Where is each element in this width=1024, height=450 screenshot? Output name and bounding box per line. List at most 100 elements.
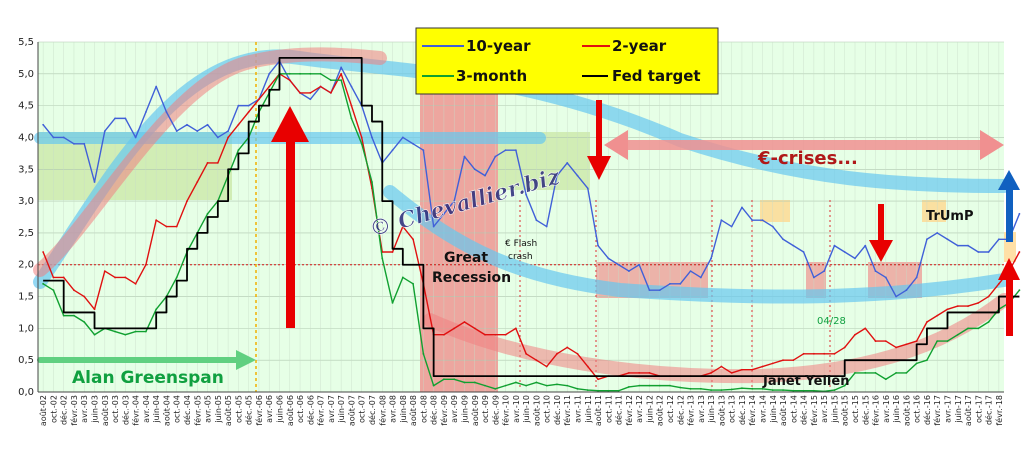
data-point-three-month bbox=[62, 314, 65, 317]
data-point-two-year bbox=[237, 123, 240, 126]
data-point-two-year bbox=[812, 352, 815, 355]
data-point-three-month bbox=[155, 308, 158, 311]
x-tick-label: févr.-16 bbox=[871, 395, 881, 426]
data-point-three-month bbox=[792, 389, 795, 392]
data-point-three-month bbox=[1018, 289, 1021, 292]
data-point-ten-year bbox=[350, 85, 353, 88]
x-tick-label: févr.-06 bbox=[254, 395, 264, 426]
data-point-ten-year bbox=[782, 238, 784, 241]
data-point-three-month bbox=[710, 389, 713, 391]
red-up-arrow-head bbox=[998, 258, 1020, 280]
data-point-two-year bbox=[155, 219, 158, 222]
data-point-ten-year bbox=[926, 238, 928, 241]
x-tick-label: avr.-15 bbox=[820, 395, 829, 423]
data-point-ten-year bbox=[812, 276, 815, 279]
x-tick-label: oct.-06 bbox=[296, 395, 305, 423]
data-point-two-year bbox=[771, 362, 774, 365]
data-point-ten-year bbox=[535, 219, 538, 222]
data-point-two-year bbox=[42, 251, 45, 253]
data-point-two-year bbox=[319, 85, 322, 88]
data-point-ten-year bbox=[617, 263, 620, 266]
data-point-three-month bbox=[843, 384, 846, 387]
x-tick-label: oct.-09 bbox=[481, 395, 490, 423]
data-point-ten-year bbox=[545, 225, 548, 228]
data-point-three-month bbox=[329, 79, 332, 82]
data-point-three-month bbox=[134, 330, 137, 333]
x-tick-label: août-11 bbox=[594, 395, 603, 426]
up-arrow-shaft bbox=[286, 140, 295, 328]
x-tick-label: déc.-03 bbox=[120, 395, 130, 425]
data-point-three-month bbox=[309, 72, 312, 75]
annotation-euro-crises: €-crises... bbox=[757, 148, 858, 169]
data-point-ten-year bbox=[309, 98, 312, 101]
data-point-two-year bbox=[114, 276, 116, 279]
data-point-ten-year bbox=[227, 130, 230, 132]
data-point-two-year bbox=[360, 136, 363, 139]
x-tick-label: juin-05 bbox=[214, 395, 223, 424]
data-point-ten-year bbox=[52, 136, 55, 139]
data-point-three-month bbox=[689, 387, 692, 390]
annotation-alan-greenspan: Alan Greenspan bbox=[72, 368, 224, 388]
blue-up-arrow-shaft bbox=[1006, 186, 1013, 242]
data-point-three-month bbox=[340, 79, 343, 82]
x-tick-label: juin-03 bbox=[91, 395, 100, 424]
data-point-ten-year bbox=[802, 251, 805, 253]
data-point-ten-year bbox=[895, 295, 897, 298]
x-tick-label: févr.-18 bbox=[994, 395, 1004, 426]
x-tick-label: août-14 bbox=[779, 395, 788, 426]
x-tick-label: août-08 bbox=[409, 395, 418, 426]
data-point-ten-year bbox=[730, 225, 733, 228]
x-tick-label: févr.-05 bbox=[192, 395, 202, 426]
data-point-ten-year bbox=[494, 155, 497, 158]
data-point-two-year bbox=[864, 327, 867, 330]
x-tick-label: déc.-16 bbox=[922, 395, 932, 425]
data-point-two-year bbox=[206, 162, 209, 164]
data-point-two-year bbox=[145, 263, 147, 266]
data-point-ten-year bbox=[679, 282, 682, 285]
x-tick-label: oct.-13 bbox=[728, 395, 737, 423]
data-point-three-month bbox=[648, 384, 651, 387]
y-tick-label: 1,0 bbox=[18, 323, 34, 334]
data-point-three-month bbox=[453, 378, 456, 381]
data-point-three-month bbox=[432, 384, 435, 387]
annotation-recession: Recession bbox=[432, 270, 511, 286]
data-point-two-year bbox=[843, 346, 846, 349]
data-point-two-year bbox=[216, 162, 219, 164]
legend-label-3-month: 3-month bbox=[456, 67, 527, 85]
y-tick-label: 4,5 bbox=[18, 101, 34, 112]
data-point-ten-year bbox=[833, 244, 836, 247]
data-point-three-month bbox=[812, 389, 815, 392]
annotation-great: Great bbox=[444, 250, 488, 266]
data-point-two-year bbox=[586, 365, 589, 368]
data-point-ten-year bbox=[720, 219, 723, 222]
y-tick-label: 2,0 bbox=[18, 260, 34, 271]
data-point-two-year bbox=[854, 333, 856, 336]
data-point-two-year bbox=[884, 340, 887, 342]
x-tick-label: oct.-04 bbox=[173, 395, 182, 423]
x-tick-label: févr.-04 bbox=[131, 395, 141, 426]
data-point-ten-year bbox=[566, 162, 569, 164]
data-point-three-month bbox=[566, 384, 569, 387]
x-tick-label: juin-16 bbox=[892, 395, 901, 424]
data-point-ten-year bbox=[699, 276, 702, 279]
data-point-three-month bbox=[874, 372, 877, 374]
data-point-three-month bbox=[401, 276, 404, 279]
data-point-three-month bbox=[175, 276, 178, 279]
x-tick-label: juin-08 bbox=[399, 395, 408, 424]
data-point-two-year bbox=[628, 372, 630, 374]
shade-yellow-2017 bbox=[922, 200, 946, 222]
data-point-two-year bbox=[62, 276, 65, 279]
data-point-ten-year bbox=[73, 142, 75, 145]
data-point-two-year bbox=[391, 251, 394, 253]
data-point-ten-year bbox=[628, 270, 630, 272]
x-tick-label: août-05 bbox=[224, 395, 233, 426]
data-point-three-month bbox=[854, 372, 856, 374]
data-point-two-year bbox=[936, 314, 939, 317]
data-point-two-year bbox=[823, 352, 826, 355]
data-point-ten-year bbox=[771, 225, 774, 228]
data-point-two-year bbox=[987, 295, 990, 298]
y-tick-label: 2,5 bbox=[18, 228, 34, 239]
shade-yellow-2014 bbox=[760, 200, 790, 222]
